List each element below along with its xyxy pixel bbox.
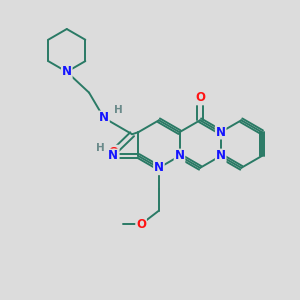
Text: N: N [108,149,118,162]
Text: N: N [175,149,184,162]
Text: N: N [62,65,72,78]
Text: N: N [216,126,226,139]
Text: H: H [96,142,105,153]
Text: H: H [114,106,123,116]
Text: O: O [195,92,205,104]
Text: O: O [109,146,119,159]
Text: N: N [99,111,109,124]
Text: N: N [154,161,164,174]
Text: O: O [136,218,146,231]
Text: N: N [216,149,226,162]
